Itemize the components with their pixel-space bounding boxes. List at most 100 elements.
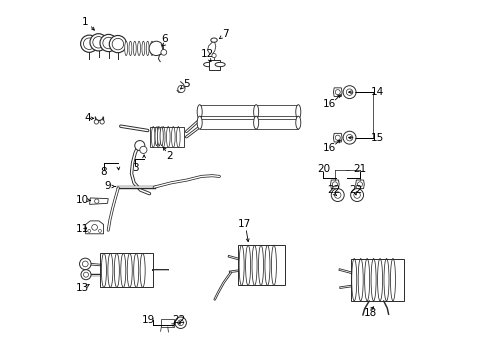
Circle shape — [211, 53, 216, 58]
Text: 20: 20 — [316, 163, 329, 174]
Circle shape — [353, 192, 360, 198]
Ellipse shape — [124, 41, 127, 55]
Circle shape — [102, 37, 114, 49]
Ellipse shape — [127, 253, 132, 287]
Circle shape — [343, 131, 355, 144]
Ellipse shape — [157, 127, 161, 145]
Circle shape — [94, 120, 99, 124]
Ellipse shape — [129, 41, 132, 55]
Circle shape — [80, 258, 91, 270]
Polygon shape — [333, 88, 341, 96]
Text: 4: 4 — [84, 113, 91, 123]
Circle shape — [99, 229, 101, 232]
Text: 22: 22 — [172, 315, 185, 325]
Text: 14: 14 — [370, 87, 384, 97]
Ellipse shape — [137, 41, 140, 55]
Circle shape — [346, 89, 352, 95]
Polygon shape — [89, 198, 108, 204]
Ellipse shape — [156, 127, 160, 147]
Circle shape — [140, 146, 147, 153]
Text: 21: 21 — [353, 163, 366, 174]
Ellipse shape — [151, 127, 155, 147]
Circle shape — [335, 90, 340, 95]
Circle shape — [81, 35, 98, 52]
Text: 3: 3 — [132, 163, 138, 173]
Ellipse shape — [239, 245, 244, 285]
Circle shape — [334, 192, 340, 198]
Text: 18: 18 — [363, 308, 376, 318]
Ellipse shape — [383, 258, 388, 301]
Text: 13: 13 — [76, 283, 89, 293]
Ellipse shape — [245, 245, 250, 285]
Ellipse shape — [160, 127, 163, 145]
Circle shape — [178, 320, 183, 325]
Circle shape — [335, 135, 340, 140]
Ellipse shape — [161, 127, 165, 147]
Ellipse shape — [357, 258, 363, 301]
Text: 15: 15 — [370, 133, 384, 143]
Ellipse shape — [133, 41, 136, 55]
Ellipse shape — [364, 258, 369, 301]
Ellipse shape — [377, 258, 382, 301]
Circle shape — [175, 317, 186, 328]
Text: 16: 16 — [323, 99, 336, 109]
Circle shape — [83, 272, 88, 277]
Text: 19: 19 — [142, 315, 155, 325]
Circle shape — [100, 120, 104, 124]
Ellipse shape — [351, 258, 356, 301]
Bar — [161, 319, 174, 327]
Ellipse shape — [295, 105, 300, 119]
Text: 8: 8 — [101, 167, 107, 177]
Text: 11: 11 — [76, 225, 89, 234]
Ellipse shape — [142, 41, 144, 55]
Ellipse shape — [146, 41, 149, 55]
Ellipse shape — [140, 253, 145, 287]
Circle shape — [350, 189, 363, 202]
Ellipse shape — [370, 258, 375, 301]
Ellipse shape — [264, 245, 269, 285]
Text: 5: 5 — [183, 79, 189, 89]
Ellipse shape — [176, 127, 180, 147]
Text: 10: 10 — [76, 195, 89, 205]
Text: 16: 16 — [323, 143, 336, 153]
Ellipse shape — [114, 253, 119, 287]
Circle shape — [82, 261, 88, 267]
Ellipse shape — [108, 253, 113, 287]
Circle shape — [330, 189, 344, 202]
Polygon shape — [333, 134, 341, 142]
Circle shape — [83, 38, 95, 49]
Circle shape — [81, 270, 91, 280]
Circle shape — [93, 37, 104, 48]
Text: 22: 22 — [348, 185, 362, 195]
Ellipse shape — [295, 116, 300, 129]
Text: 22: 22 — [326, 185, 339, 195]
Ellipse shape — [258, 245, 263, 285]
Circle shape — [149, 41, 163, 55]
Circle shape — [112, 39, 123, 50]
Circle shape — [343, 86, 355, 99]
Ellipse shape — [121, 253, 125, 287]
Ellipse shape — [166, 127, 170, 147]
Text: 6: 6 — [161, 35, 168, 44]
Ellipse shape — [253, 105, 258, 119]
Circle shape — [88, 229, 90, 232]
Text: 12: 12 — [201, 49, 214, 59]
Circle shape — [357, 182, 362, 187]
Ellipse shape — [133, 253, 139, 287]
Circle shape — [90, 34, 107, 51]
Circle shape — [161, 49, 166, 55]
Ellipse shape — [253, 116, 258, 129]
Circle shape — [135, 140, 144, 150]
Ellipse shape — [251, 245, 257, 285]
Polygon shape — [330, 180, 339, 189]
Ellipse shape — [150, 41, 153, 55]
Ellipse shape — [197, 105, 202, 119]
Text: 17: 17 — [237, 219, 251, 229]
Ellipse shape — [101, 253, 106, 287]
Circle shape — [109, 36, 126, 53]
Polygon shape — [85, 221, 103, 234]
Text: 7: 7 — [222, 29, 229, 39]
Circle shape — [100, 35, 117, 51]
Circle shape — [346, 134, 352, 141]
Ellipse shape — [215, 62, 224, 67]
